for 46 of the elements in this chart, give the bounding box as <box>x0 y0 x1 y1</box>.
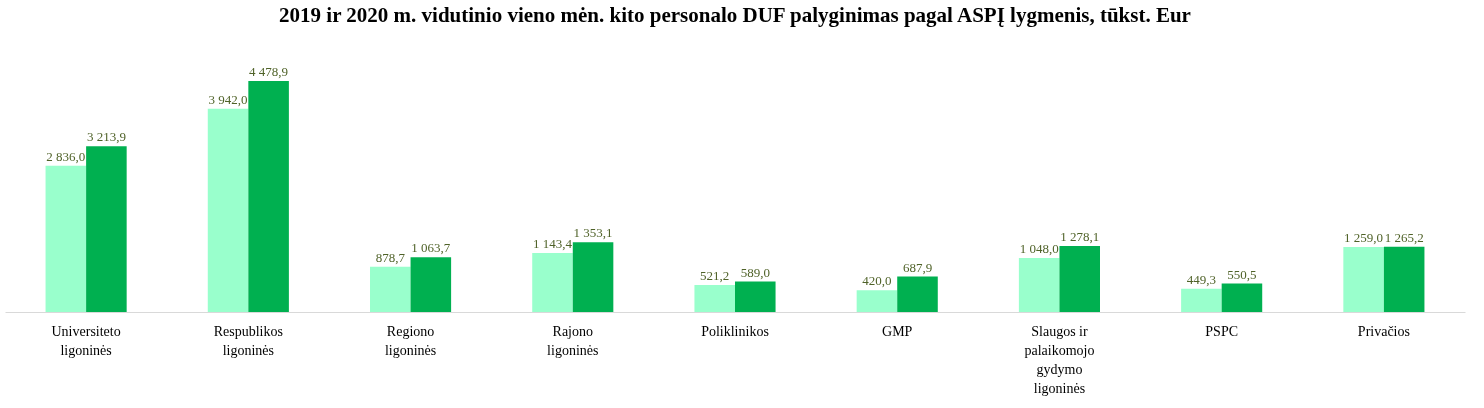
data-label: 1 063,7 <box>411 240 451 256</box>
bar <box>1221 283 1263 312</box>
x-tick-label: Slaugos ir palaikomojo gydymo ligoninės <box>1024 323 1095 396</box>
data-label: 521,2 <box>700 268 730 284</box>
data-label: 2 836,0 <box>46 148 86 164</box>
data-label: 878,7 <box>375 249 406 265</box>
data-label: 1 259,0 <box>1344 230 1384 246</box>
x-tick-label: GMP <box>882 323 913 339</box>
x-tick-label: Universiteto ligoninės <box>51 323 121 358</box>
data-label: 4 478,9 <box>249 64 289 79</box>
bar <box>694 285 735 312</box>
bar <box>410 257 452 312</box>
data-label: 3 942,0 <box>208 91 248 107</box>
data-label: 1 353,1 <box>573 225 613 241</box>
bar <box>248 81 289 312</box>
data-label: 550,5 <box>1227 266 1257 282</box>
data-label: 3 213,9 <box>86 129 126 145</box>
x-tick-label: Poliklinikos <box>701 323 769 339</box>
data-label: 1 278,1 <box>1060 229 1100 245</box>
bar <box>86 146 127 312</box>
bar <box>207 108 249 312</box>
bar <box>532 253 573 312</box>
bar <box>735 281 776 312</box>
bar <box>1181 288 1222 312</box>
bar <box>1018 257 1060 312</box>
bar <box>897 276 938 312</box>
x-tick-label: PSPC <box>1205 323 1239 339</box>
data-label: 449,3 <box>1186 271 1217 287</box>
data-label: 1 143,4 <box>533 236 573 252</box>
data-label: 687,9 <box>902 259 933 275</box>
x-tick-label: Rajono ligoninės <box>547 323 599 358</box>
x-tick-label: Respublikos ligoninės <box>213 323 283 358</box>
bar <box>370 266 411 312</box>
bar <box>1343 247 1384 312</box>
x-tick-label: Privačios <box>1357 323 1410 339</box>
bar <box>1059 246 1100 312</box>
data-label: 420,0 <box>862 273 892 289</box>
data-label: 1 265,2 <box>1384 229 1424 245</box>
data-label: 1 048,0 <box>1019 240 1059 256</box>
bar <box>856 290 898 312</box>
chart-title: 2019 ir 2020 m. vidutinio vieno mėn. kito personalo DUF palyginimas pagal ASPĮ lygmenis, tūkst. Eur <box>279 3 1191 27</box>
data-label: 589,0 <box>740 264 770 280</box>
bar <box>572 242 614 312</box>
bar <box>45 165 87 312</box>
bar <box>1383 246 1425 312</box>
x-tick-label: Regiono ligoninės <box>384 323 437 358</box>
